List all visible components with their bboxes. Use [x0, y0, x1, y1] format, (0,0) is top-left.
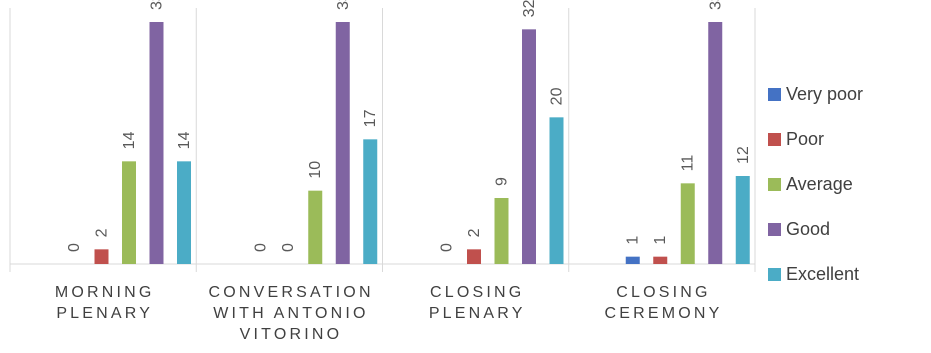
bar-average	[122, 161, 136, 264]
data-label: 11	[680, 155, 697, 172]
data-label: 1	[652, 236, 669, 245]
bar-poor	[94, 249, 109, 264]
bar-excellent	[177, 161, 191, 264]
data-label: 33	[149, 0, 166, 10]
category-label: CLOSING CEREMONY	[604, 284, 723, 322]
legend-item: Very poor	[768, 72, 863, 117]
category-label: CLOSING PLENARY	[428, 284, 526, 322]
data-label: 32	[521, 0, 538, 17]
bar-poor	[653, 256, 668, 264]
data-label: 0	[66, 243, 83, 252]
legend-swatch	[768, 88, 781, 101]
bar-average	[494, 198, 509, 264]
legend-label: Very poor	[786, 84, 864, 104]
bar-good	[149, 22, 164, 264]
legend-item: Good	[768, 207, 863, 252]
bar-average	[680, 183, 695, 264]
data-label: 17	[362, 109, 379, 127]
legend-label: Average	[786, 174, 853, 194]
data-label: 1	[625, 236, 642, 245]
bar-excellent	[363, 139, 378, 264]
legend-item: Average	[768, 162, 863, 207]
data-label: 12	[735, 146, 752, 164]
legend-swatch	[768, 178, 781, 191]
category-label: MORNING PLENARY	[54, 284, 155, 322]
chart-legend: Very poor Poor Average Good Excellent	[768, 72, 863, 297]
bar-excellent	[549, 117, 564, 264]
bar-good	[708, 22, 723, 264]
legend-swatch	[768, 268, 781, 281]
data-label: 33	[335, 0, 352, 10]
data-label: 0	[280, 243, 297, 252]
data-label: 0	[252, 243, 269, 252]
data-label: 33	[707, 0, 724, 10]
data-label: 20	[549, 87, 566, 105]
legend-label: Poor	[786, 129, 825, 149]
legend-item: Excellent	[768, 252, 863, 297]
data-label: 14	[121, 131, 138, 149]
legend-swatch	[768, 133, 781, 146]
legend-swatch	[768, 223, 781, 236]
bar-excellent	[735, 176, 750, 264]
legend-label: Excellent	[786, 264, 860, 284]
bar-very-poor	[625, 256, 640, 264]
data-label: 10	[307, 161, 324, 179]
data-label: 2	[466, 228, 483, 237]
data-label: 0	[439, 243, 456, 252]
bar-good	[522, 29, 536, 265]
legend-label: Good	[786, 219, 831, 239]
category-label: CONVERSATION WITH ANTONIO VITORINO	[208, 284, 374, 343]
data-label: 2	[94, 228, 111, 237]
bar-good	[335, 22, 350, 264]
data-label: 9	[494, 177, 511, 186]
bar-average	[308, 190, 323, 264]
bar-poor	[467, 249, 481, 264]
legend-item: Poor	[768, 117, 863, 162]
data-label: 14	[176, 131, 193, 149]
